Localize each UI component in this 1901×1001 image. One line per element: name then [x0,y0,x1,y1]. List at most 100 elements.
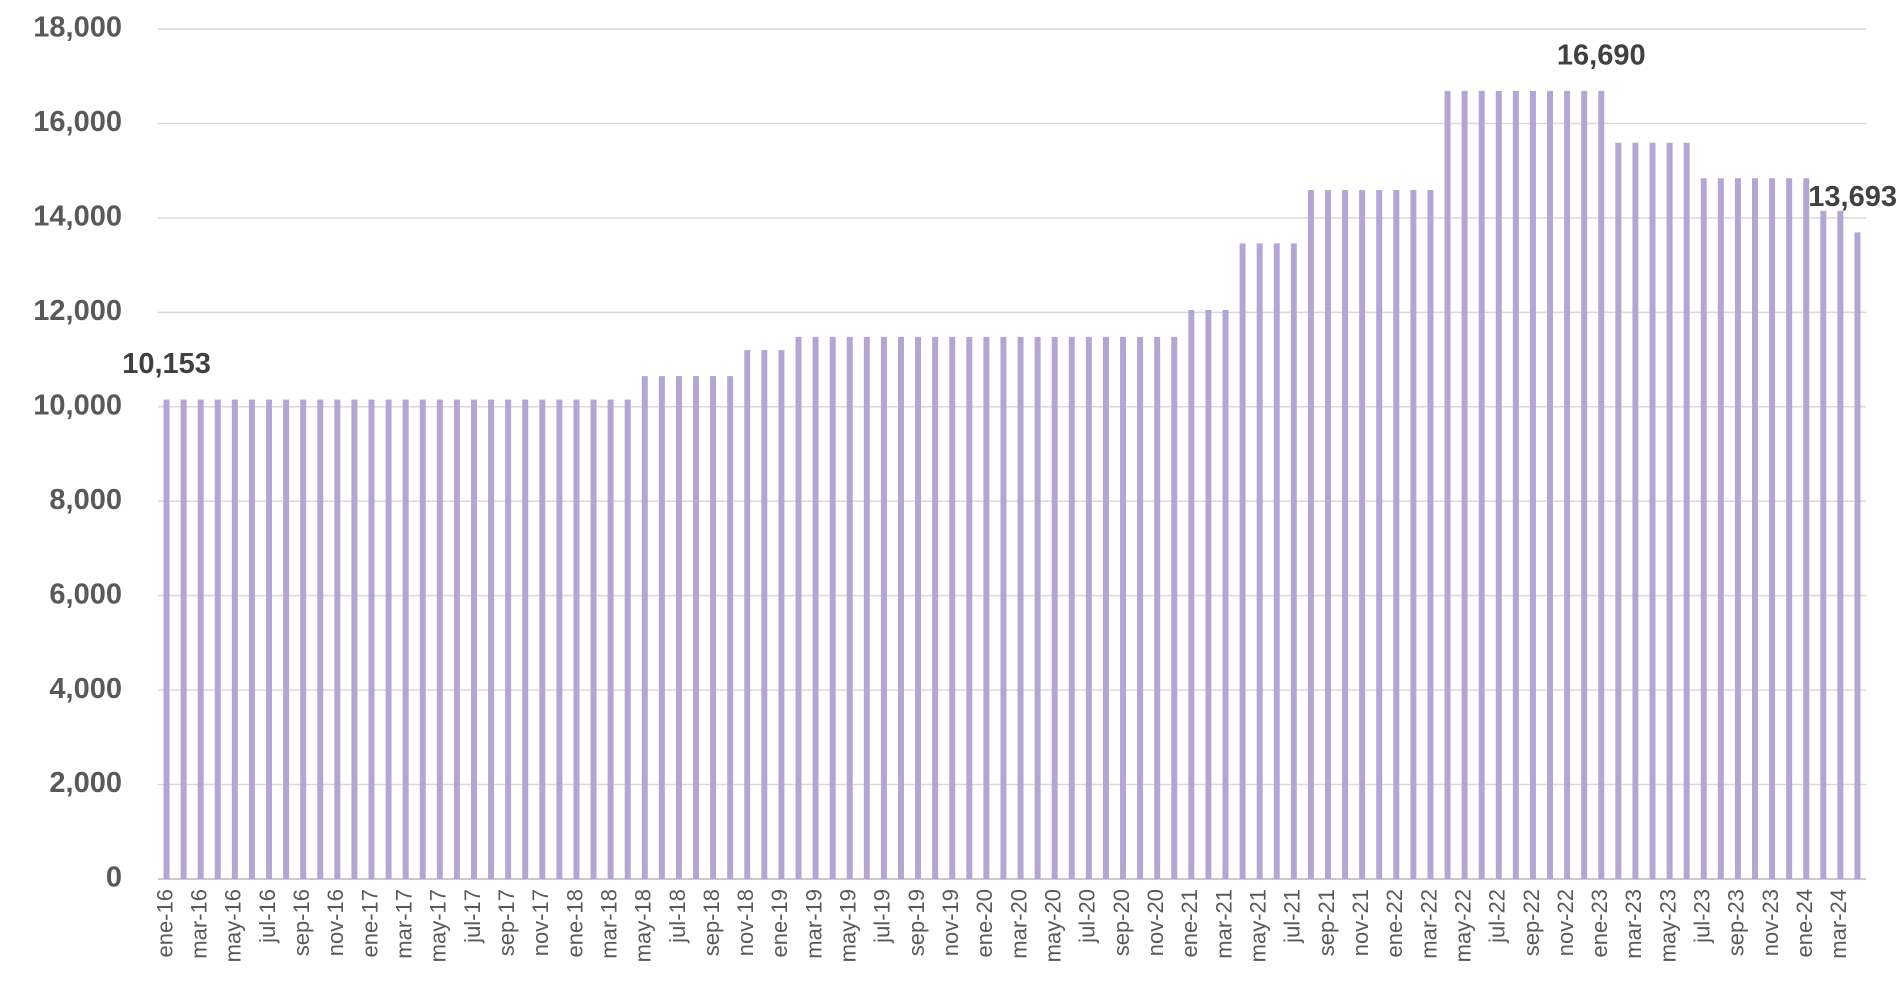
bar [248,399,255,879]
bar [1786,178,1793,879]
x-tick-label: sep-19 [904,889,929,956]
bar [163,399,170,879]
bar [1273,243,1280,879]
bar [1205,309,1212,879]
bar [1820,210,1827,880]
bar [1564,90,1571,880]
x-tick-label: ene-18 [562,889,587,958]
x-tick-label: jul-18 [665,889,690,944]
x-tick-label: jul-22 [1485,889,1510,944]
bar [522,399,529,879]
x-tick-label: sep-20 [1109,889,1134,956]
bar [1529,90,1536,880]
bar [710,376,717,879]
x-tick-label: may-23 [1655,889,1680,962]
y-tick-label: 12,000 [33,295,122,327]
y-tick-label: 10,000 [33,389,122,421]
bar [846,336,853,879]
x-tick-label: jul-16 [255,889,280,944]
bar [231,399,238,879]
bar [761,350,768,880]
bar [812,336,819,879]
bar [180,399,187,879]
bar [1803,178,1810,879]
bar [488,399,495,879]
bar [1512,90,1519,880]
x-tick-label: ene-17 [357,889,382,958]
x-tick-label: may-19 [836,889,861,962]
data-label: 13,693 [1808,181,1897,213]
bar [1324,190,1331,879]
bar [1120,336,1127,879]
x-tick-label: ene-22 [1382,889,1407,958]
bar [607,399,614,879]
x-tick-label: nov-19 [938,889,963,956]
bar [1154,336,1161,879]
x-tick-label: sep-16 [289,889,314,956]
bar [1017,336,1024,879]
x-tick-label: mar-20 [1006,889,1031,959]
x-tick-label: jul-21 [1280,889,1305,944]
x-tick-label: mar-23 [1621,889,1646,959]
x-tick-label: sep-18 [699,889,724,956]
bar [470,399,477,879]
x-tick-label: jul-20 [1075,889,1100,944]
bar [1854,232,1861,879]
bar [1683,142,1690,880]
bar [573,399,580,879]
y-tick-label: 0 [106,862,122,894]
bar [197,399,204,879]
y-tick-label: 14,000 [33,201,122,233]
x-tick-label: mar-22 [1416,889,1441,959]
x-tick-label: ene-19 [767,889,792,958]
x-tick-label: nov-21 [1348,889,1373,956]
y-tick-label: 2,000 [49,767,122,799]
x-tick-label: nov-16 [323,889,348,956]
bar [1444,90,1451,880]
bar [266,399,273,879]
x-tick-label: mar-21 [1211,889,1236,959]
bar [727,376,734,879]
bar [1171,336,1178,879]
bar [1034,336,1041,879]
bar [1290,243,1297,879]
data-label: 10,153 [122,348,211,380]
bar [1495,90,1502,880]
bar [1376,190,1383,879]
x-tick-label: ene-21 [1177,889,1202,958]
bar [317,399,324,879]
bar [658,376,665,879]
bar [1256,243,1263,879]
x-tick-label: jul-19 [870,889,895,944]
bar [1000,336,1007,879]
bar [1615,142,1622,880]
x-tick-label: may-17 [426,889,451,962]
x-tick-label: sep-22 [1519,889,1544,956]
bar [419,399,426,879]
x-tick-label: nov-17 [528,889,553,956]
bar [1769,178,1776,879]
bar [1649,142,1656,880]
bar [402,399,409,879]
x-tick-label: may-16 [221,889,246,962]
x-tick-label: nov-22 [1553,889,1578,956]
x-tick-label: may-18 [631,889,656,962]
bar [949,336,956,879]
bar [1393,190,1400,879]
bar [351,399,358,879]
bar [1478,90,1485,880]
bar [829,336,836,879]
bar [590,399,597,879]
bar [1222,309,1229,879]
bar [368,399,375,879]
bar [795,336,802,879]
bar [1666,142,1673,880]
x-tick-label: mar-19 [801,889,826,959]
bar [334,399,341,879]
y-tick-label: 6,000 [49,578,122,610]
bar [1068,336,1075,879]
bar [539,399,546,879]
bar [1734,178,1741,879]
